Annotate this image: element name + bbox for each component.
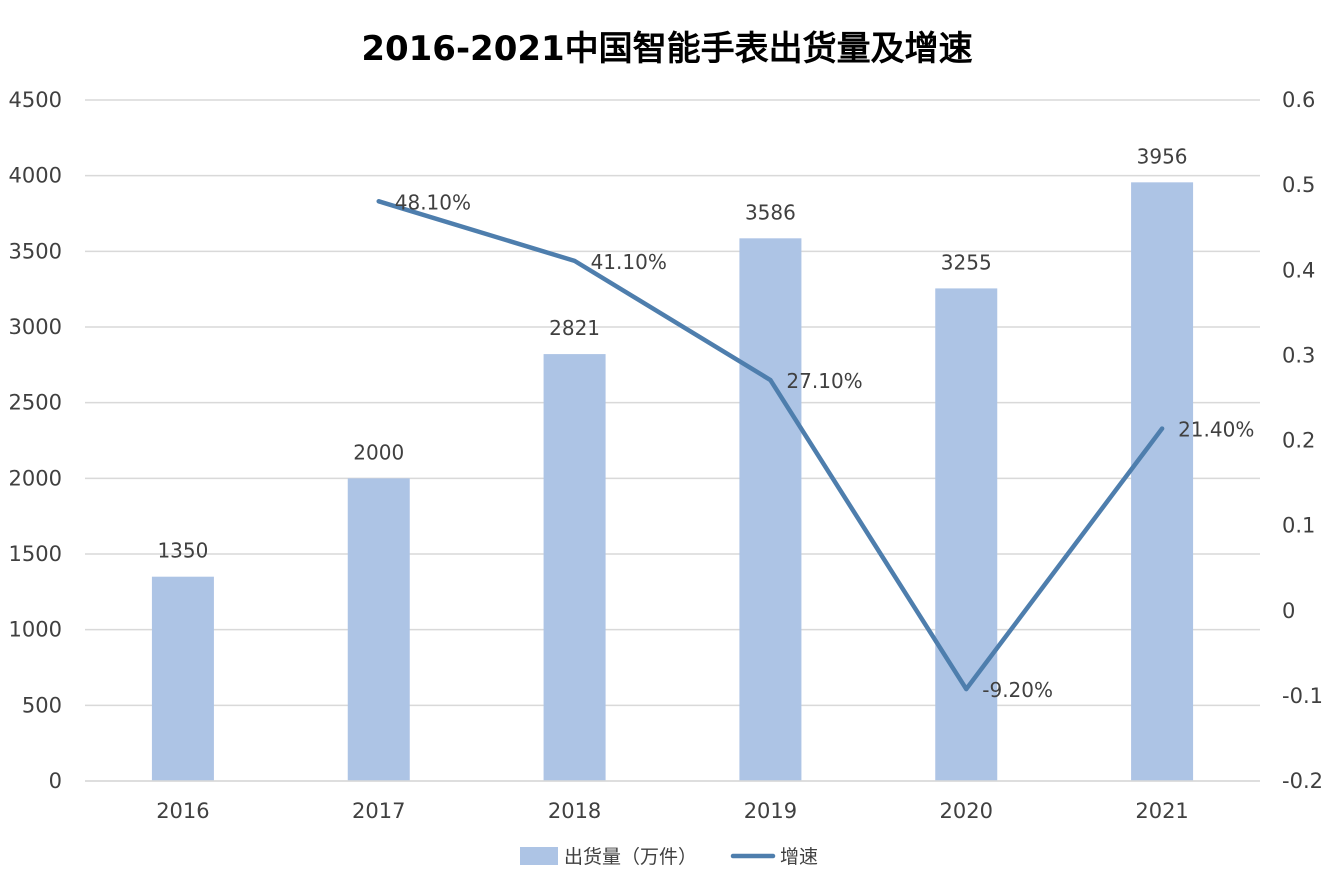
line-point	[768, 378, 773, 383]
line-point	[1160, 426, 1165, 431]
left-y-tick-label: 3000	[9, 315, 62, 339]
line-data-label: 41.10%	[591, 250, 667, 274]
line-point	[572, 258, 577, 263]
bar-series	[151, 182, 1194, 782]
bar-data-label: 3255	[941, 250, 992, 274]
right-y-tick-label: 0.3	[1282, 343, 1315, 367]
x-tick-label: 2019	[744, 799, 797, 823]
legend-label-bar: 出货量（万件）	[564, 846, 697, 868]
left-y-axis: 0 500 1000 1500 2000 2500 3000 3500 4000 4500	[9, 88, 62, 793]
gridlines	[85, 99, 1260, 782]
bar-data-label: 3956	[1137, 144, 1188, 168]
line-data-label: 21.40%	[1178, 418, 1254, 442]
legend-label-line: 增速	[780, 846, 818, 868]
x-tick-label: 2018	[548, 799, 601, 823]
bar-data-label: 2000	[353, 440, 404, 464]
left-y-tick-label: 2000	[9, 466, 62, 490]
line-data-labels: 48.10% 41.10% 27.10% -9.20% 21.40%	[395, 190, 1255, 702]
line-data-label: 27.10%	[786, 369, 862, 393]
left-y-tick-label: 1500	[9, 542, 62, 566]
line-data-label: -9.20%	[982, 678, 1053, 702]
left-y-tick-label: 4500	[9, 88, 62, 112]
legend-swatch-bar	[520, 847, 558, 865]
left-y-tick-label: 4000	[9, 164, 62, 188]
left-y-tick-label: 3500	[9, 239, 62, 263]
left-y-tick-label: 500	[22, 693, 62, 717]
line-series	[376, 199, 1165, 692]
x-tick-label: 2020	[940, 799, 993, 823]
right-y-tick-label: -0.2	[1282, 769, 1323, 793]
right-y-axis: -0.2 -0.1 0 0.1 0.2 0.3 0.4 0.5 0.6	[1282, 88, 1323, 793]
bar	[1131, 182, 1194, 782]
bar-data-label: 3586	[745, 200, 796, 224]
right-y-tick-label: -0.1	[1282, 684, 1323, 708]
left-y-tick-label: 0	[49, 769, 62, 793]
x-tick-label: 2017	[352, 799, 405, 823]
bar	[151, 576, 214, 781]
x-tick-label: 2016	[156, 799, 209, 823]
bar	[739, 238, 802, 781]
line-data-label: 48.10%	[395, 190, 471, 214]
line-point	[376, 199, 381, 204]
bar	[543, 354, 606, 781]
bar-data-labels: 1350 2000 2821 3586 3255 3956	[157, 144, 1187, 562]
right-y-tick-label: 0.2	[1282, 429, 1315, 453]
right-y-tick-label: 0.4	[1282, 258, 1315, 282]
x-axis: 2016 2017 2018 2019 2020 2021	[85, 780, 1260, 823]
left-y-tick-label: 1000	[9, 618, 62, 642]
right-y-tick-label: 0.1	[1282, 514, 1315, 538]
bar-data-label: 1350	[157, 539, 208, 563]
right-y-tick-label: 0	[1282, 599, 1295, 623]
bar-data-label: 2821	[549, 316, 600, 340]
bar	[935, 288, 998, 781]
left-y-tick-label: 2500	[9, 391, 62, 415]
chart-title: 2016-2021中国智能手表出货量及增速	[361, 29, 972, 69]
x-tick-label: 2021	[1135, 799, 1188, 823]
line-point	[964, 687, 969, 692]
bar	[347, 478, 410, 781]
right-y-tick-label: 0.6	[1282, 88, 1315, 112]
legend: 出货量（万件） 增速	[520, 846, 818, 868]
right-y-tick-label: 0.5	[1282, 173, 1315, 197]
